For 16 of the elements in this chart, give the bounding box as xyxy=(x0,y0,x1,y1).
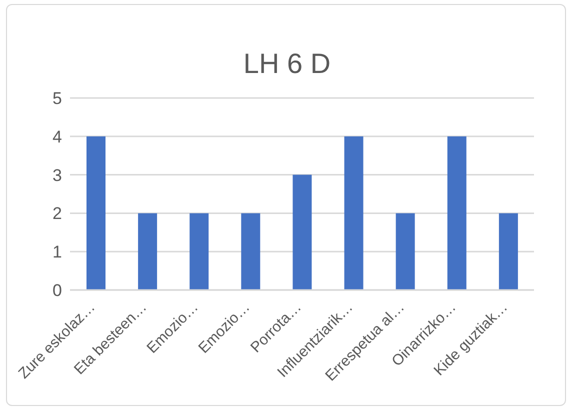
y-tick-label: 1 xyxy=(52,242,62,262)
chart-title: LH 6 D xyxy=(242,48,332,80)
bar xyxy=(498,213,518,290)
y-tick-label: 3 xyxy=(52,166,62,185)
bar xyxy=(190,213,209,290)
bar xyxy=(241,213,260,290)
y-tick-label: 2 xyxy=(52,204,62,224)
y-tick-label: 0 xyxy=(52,281,62,300)
bar xyxy=(138,213,158,290)
y-tick-label: 4 xyxy=(52,127,62,146)
bar xyxy=(344,136,364,290)
bar xyxy=(396,213,415,290)
y-tick-label: 5 xyxy=(52,89,62,108)
bar xyxy=(447,136,466,290)
bar xyxy=(86,136,106,290)
bar xyxy=(292,174,312,290)
